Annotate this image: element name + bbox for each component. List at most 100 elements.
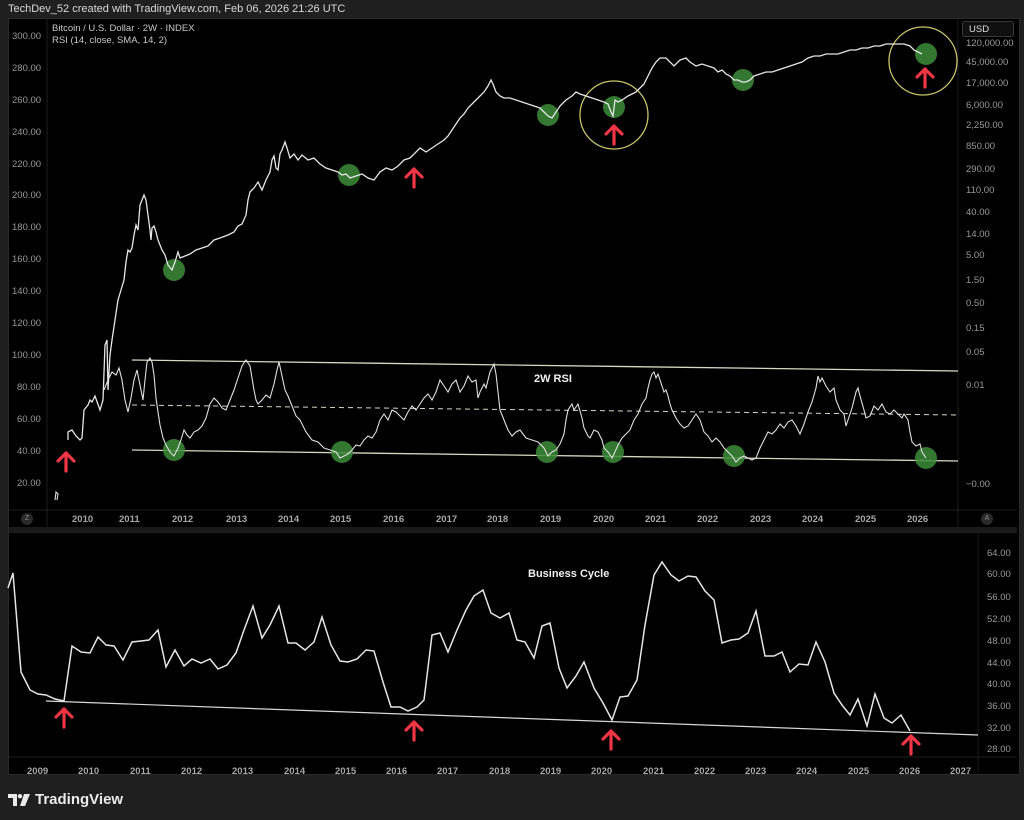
indicator-legend[interactable]: RSI (14, close, SMA, 14, 2): [52, 35, 168, 46]
svg-text:200.00: 200.00: [12, 190, 41, 201]
svg-text:160.00: 160.00: [12, 254, 41, 265]
svg-text:52.00: 52.00: [987, 614, 1011, 625]
svg-text:2022: 2022: [694, 766, 715, 777]
svg-text:120,000.00: 120,000.00: [966, 38, 1014, 49]
svg-text:6,000.00: 6,000.00: [966, 100, 1003, 111]
svg-text:0.50: 0.50: [966, 298, 985, 309]
svg-text:2020: 2020: [593, 514, 614, 525]
tradingview-brand-text: TradingView: [35, 791, 124, 808]
svg-text:120.00: 120.00: [12, 318, 41, 329]
svg-text:45,000.00: 45,000.00: [966, 57, 1008, 68]
svg-text:2024: 2024: [802, 514, 824, 525]
svg-text:2,250.00: 2,250.00: [966, 120, 1003, 131]
svg-text:260.00: 260.00: [12, 95, 41, 106]
svg-text:2013: 2013: [226, 514, 247, 525]
svg-text:60.00: 60.00: [17, 414, 41, 425]
svg-text:2027: 2027: [950, 766, 971, 777]
svg-text:300.00: 300.00: [12, 31, 41, 42]
svg-text:40.00: 40.00: [987, 679, 1011, 690]
svg-text:2019: 2019: [540, 514, 561, 525]
svg-text:0.01: 0.01: [966, 380, 985, 391]
svg-text:2021: 2021: [645, 514, 667, 525]
svg-text:40.00: 40.00: [966, 207, 990, 218]
right-price-axis[interactable]: 120,000.00 45,000.00 17,000.00 6,000.00 …: [966, 38, 1014, 490]
svg-text:14.00: 14.00: [966, 229, 990, 240]
svg-text:110.00: 110.00: [966, 185, 994, 196]
svg-text:0.05: 0.05: [966, 347, 985, 358]
svg-text:32.00: 32.00: [987, 723, 1011, 734]
chart-legend[interactable]: Bitcoin / U.S. Dollar · 2W · INDEX RSI (…: [52, 23, 195, 47]
svg-text:60.00: 60.00: [987, 569, 1011, 580]
business-cycle-axis[interactable]: 64.00 60.00 56.00 52.00 48.00 44.00 40.0…: [987, 548, 1011, 755]
auto-scale-button[interactable]: A: [981, 513, 993, 525]
svg-text:2015: 2015: [330, 514, 352, 525]
svg-text:2017: 2017: [436, 514, 457, 525]
svg-text:2019: 2019: [540, 766, 561, 777]
svg-text:56.00: 56.00: [987, 592, 1011, 603]
btc-price-line: [67, 43, 923, 441]
svg-text:140.00: 140.00: [12, 286, 41, 297]
svg-text:2018: 2018: [489, 766, 510, 777]
svg-text:2009: 2009: [27, 766, 48, 777]
business-cycle-annotation-label: Business Cycle: [528, 568, 610, 580]
svg-text:2025: 2025: [848, 766, 870, 777]
svg-text:2011: 2011: [130, 766, 151, 777]
currency-badge[interactable]: USD: [962, 21, 1014, 37]
svg-text:80.00: 80.00: [17, 382, 41, 393]
svg-text:2018: 2018: [487, 514, 508, 525]
pane-separator[interactable]: [9, 527, 1017, 533]
svg-text:2012: 2012: [181, 766, 202, 777]
svg-text:−0.00: −0.00: [966, 479, 990, 490]
tradingview-logo-icon: [8, 793, 30, 806]
svg-text:2013: 2013: [232, 766, 253, 777]
svg-text:2023: 2023: [745, 766, 766, 777]
svg-text:20.00: 20.00: [17, 478, 41, 489]
symbol-legend[interactable]: Bitcoin / U.S. Dollar · 2W · INDEX: [52, 23, 195, 34]
svg-text:280.00: 280.00: [12, 63, 41, 74]
attribution-text: TechDev_52 created with TradingView.com,…: [8, 3, 346, 15]
svg-text:2021: 2021: [643, 766, 665, 777]
svg-text:2015: 2015: [335, 766, 357, 777]
svg-text:2010: 2010: [78, 766, 99, 777]
svg-text:2017: 2017: [437, 766, 458, 777]
svg-text:0.15: 0.15: [966, 323, 985, 334]
svg-text:36.00: 36.00: [987, 701, 1011, 712]
svg-text:2016: 2016: [386, 766, 407, 777]
svg-text:2026: 2026: [899, 766, 920, 777]
svg-text:180.00: 180.00: [12, 222, 41, 233]
svg-text:2016: 2016: [383, 514, 404, 525]
svg-text:2026: 2026: [907, 514, 928, 525]
svg-text:850.00: 850.00: [966, 141, 995, 152]
svg-text:17,000.00: 17,000.00: [966, 78, 1008, 89]
svg-text:2014: 2014: [278, 514, 300, 525]
svg-text:5.00: 5.00: [966, 250, 985, 261]
cycle-ring-2026: [888, 26, 958, 96]
left-price-axis[interactable]: 300.00 280.00 260.00 240.00 220.00 200.0…: [12, 31, 41, 489]
log-scale-button[interactable]: Z: [21, 513, 33, 525]
top-time-axis[interactable]: 2010 2011 2012 2013 2014 2015 2016 2017 …: [72, 514, 928, 525]
svg-text:2012: 2012: [172, 514, 193, 525]
red-arrows-bottom: [54, 707, 921, 756]
svg-text:2011: 2011: [119, 514, 140, 525]
svg-text:40.00: 40.00: [17, 446, 41, 457]
tradingview-logo[interactable]: TradingView: [8, 791, 123, 808]
svg-text:28.00: 28.00: [987, 744, 1011, 755]
svg-text:2025: 2025: [855, 514, 877, 525]
business-cycle-trendline: [45, 700, 979, 736]
svg-text:2010: 2010: [72, 514, 93, 525]
svg-text:2020: 2020: [591, 766, 612, 777]
svg-text:100.00: 100.00: [12, 350, 41, 361]
svg-text:2024: 2024: [796, 766, 818, 777]
svg-text:64.00: 64.00: [987, 548, 1011, 559]
bottom-time-axis[interactable]: 2009 2010 2011 2012 2013 2014 2015 2016 …: [27, 766, 971, 777]
rsi-line-early: [54, 490, 59, 501]
svg-text:220.00: 220.00: [12, 159, 41, 170]
svg-text:2014: 2014: [284, 766, 306, 777]
business-cycle-line: [7, 560, 911, 732]
svg-text:48.00: 48.00: [987, 636, 1011, 647]
svg-text:44.00: 44.00: [987, 658, 1011, 669]
svg-text:2022: 2022: [697, 514, 718, 525]
rsi-line: [103, 356, 927, 463]
svg-text:2023: 2023: [750, 514, 771, 525]
